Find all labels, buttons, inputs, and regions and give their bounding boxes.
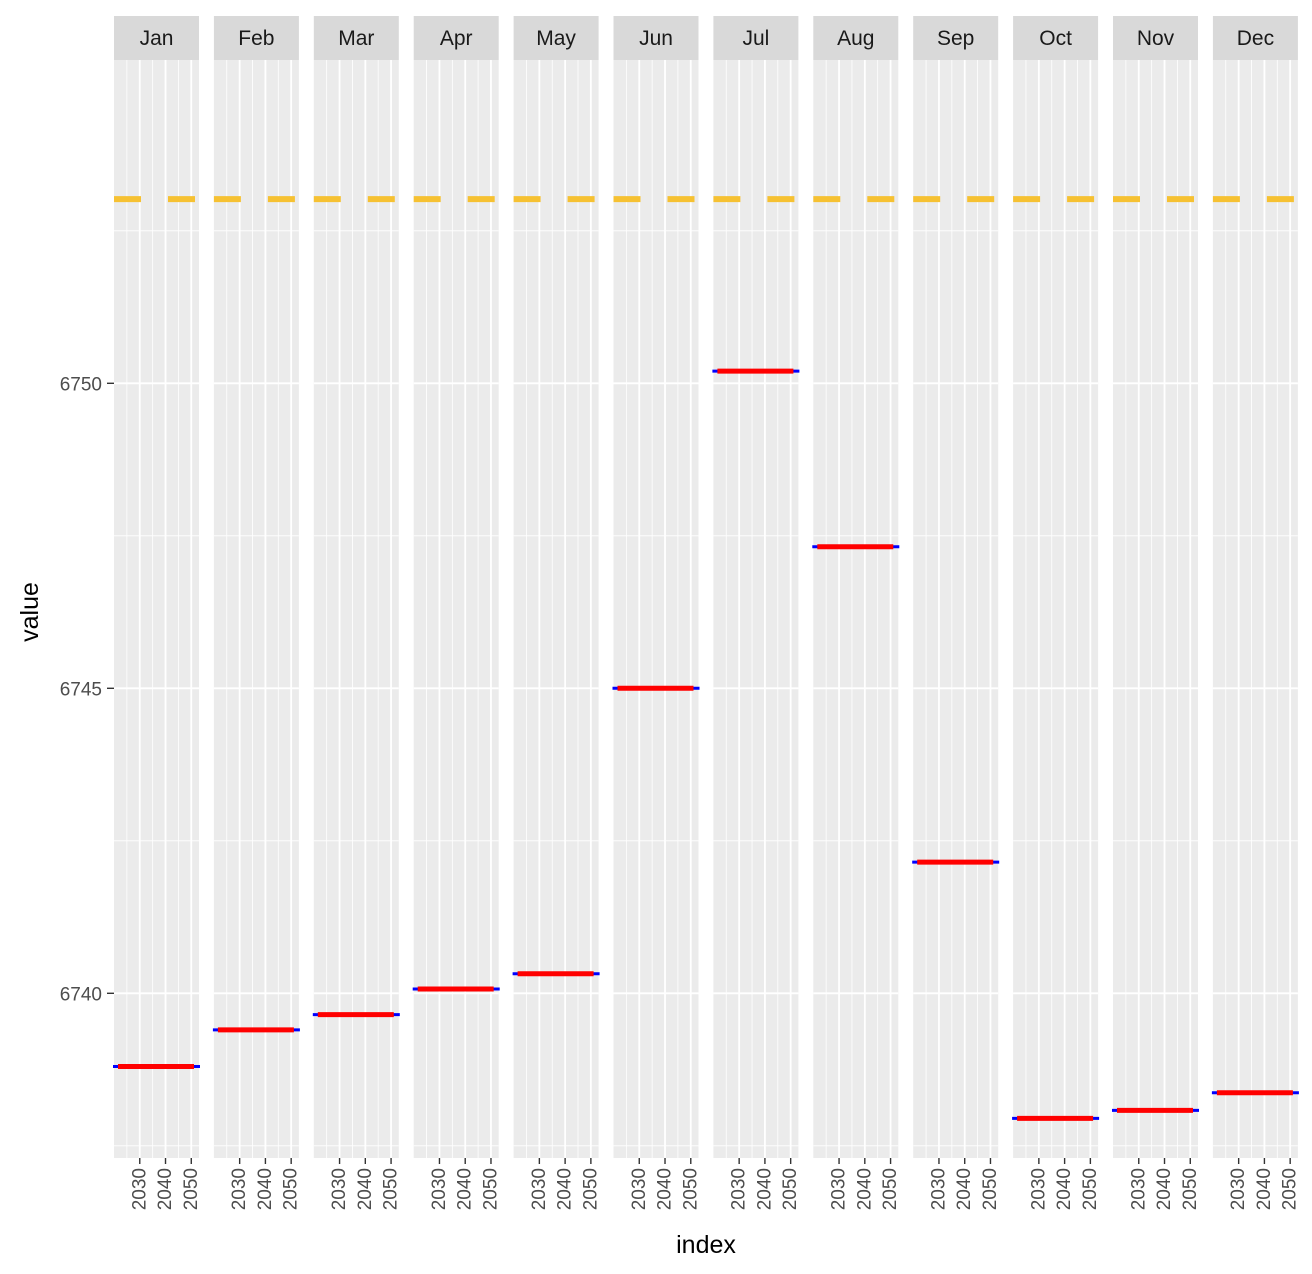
panel-background <box>713 60 799 1158</box>
facet-strip <box>413 16 499 60</box>
facet-panel-may: May 2030 2040 2050 <box>512 16 601 1210</box>
x-tick-label: 2030 <box>429 1168 450 1210</box>
panel-background <box>1212 60 1298 1158</box>
facet-panel-mar: Mar 2030 2040 2050 <box>312 16 402 1210</box>
x-tick-label: 2030 <box>928 1168 949 1210</box>
x-tick-label: 2040 <box>1054 1168 1075 1210</box>
x-tick-label: 2050 <box>281 1168 302 1210</box>
x-tick-label: 2040 <box>655 1168 676 1210</box>
facet-strip <box>114 16 199 60</box>
x-tick-label: 2040 <box>555 1168 576 1210</box>
facet-strip <box>713 16 799 60</box>
facet-strip-label: Mar <box>338 27 374 50</box>
facet-strip-label: Feb <box>238 27 274 50</box>
facet-strip-label: Dec <box>1237 27 1274 50</box>
facet-panel-nov: Nov 2030 2040 2050 <box>1112 16 1201 1210</box>
x-tick-label: 2040 <box>455 1168 476 1210</box>
facet-strip <box>913 16 999 60</box>
panel-background <box>813 60 899 1158</box>
y-axis: 6740 6745 6750 <box>60 374 114 1005</box>
panel-background <box>114 60 199 1158</box>
facet-strip <box>313 16 399 60</box>
x-tick-label: 2050 <box>381 1168 402 1210</box>
x-axis-title: index <box>676 1231 736 1259</box>
facet-panel-jul: Jul 2030 2040 2050 <box>712 16 801 1210</box>
x-tick-label: 2050 <box>780 1168 801 1210</box>
x-tick-label: 2040 <box>1154 1168 1175 1210</box>
x-tick-label: 2030 <box>1228 1168 1249 1210</box>
facet-strip <box>813 16 899 60</box>
x-tick-label: 2030 <box>129 1168 150 1210</box>
x-tick-label: 2030 <box>1128 1168 1149 1210</box>
x-tick-label: 2050 <box>1280 1168 1301 1210</box>
y-tick-label: 6750 <box>60 374 102 395</box>
facet-strip <box>1113 16 1198 60</box>
x-tick-label: 2040 <box>255 1168 276 1210</box>
x-tick-label: 2050 <box>880 1168 901 1210</box>
facet-panel-feb: Feb 2030 2040 2050 <box>212 16 302 1210</box>
facet-strip-label: Oct <box>1039 27 1072 50</box>
x-tick-label: 2040 <box>355 1168 376 1210</box>
facet-panel-apr: Apr 2030 2040 2050 <box>412 16 501 1210</box>
facet-strip-label: Jun <box>639 27 673 50</box>
facet-strip <box>213 16 299 60</box>
facet-panel-jan: Jan 2030 2040 2050 <box>113 16 202 1210</box>
facet-strip-label: Jan <box>140 27 174 50</box>
facet-strip-label: Nov <box>1137 27 1175 50</box>
facet-strip <box>1212 16 1298 60</box>
panel-background <box>613 60 699 1158</box>
facet-panel-sep: Sep 2030 2040 2050 <box>912 16 1001 1210</box>
y-tick-label: 6740 <box>60 984 102 1005</box>
facet-panel-oct: Oct 2030 2040 2050 <box>1012 16 1101 1210</box>
y-axis-title: value <box>16 582 44 642</box>
x-tick-label: 2030 <box>729 1168 750 1210</box>
facet-panel-aug: Aug 2030 2040 2050 <box>812 16 901 1210</box>
panel-background <box>913 60 999 1158</box>
facet-strip-label: May <box>536 27 576 50</box>
x-tick-label: 2050 <box>480 1168 501 1210</box>
facet-strip <box>513 16 599 60</box>
facet-strip-label: Aug <box>837 27 874 50</box>
x-tick-label: 2040 <box>754 1168 775 1210</box>
panel-background <box>213 60 299 1158</box>
x-tick-label: 2030 <box>1028 1168 1049 1210</box>
x-tick-label: 2050 <box>680 1168 701 1210</box>
x-tick-label: 2050 <box>1180 1168 1201 1210</box>
facet-strip-label: Sep <box>937 27 974 50</box>
x-tick-label: 2050 <box>980 1168 1001 1210</box>
x-tick-label: 2050 <box>580 1168 601 1210</box>
x-tick-label: 2040 <box>954 1168 975 1210</box>
panel-background <box>1013 60 1099 1158</box>
facet-strip <box>1013 16 1099 60</box>
x-tick-label: 2040 <box>854 1168 875 1210</box>
x-tick-label: 2030 <box>529 1168 550 1210</box>
x-tick-label: 2030 <box>829 1168 850 1210</box>
x-tick-label: 2040 <box>155 1168 176 1210</box>
facet-panel-jun: Jun 2030 2040 2050 <box>612 16 701 1210</box>
facet-panel-dec: Dec 2030 2040 2050 <box>1211 16 1301 1210</box>
x-tick-label: 2050 <box>1080 1168 1101 1210</box>
x-tick-label: 2030 <box>329 1168 350 1210</box>
x-tick-label: 2040 <box>1254 1168 1275 1210</box>
x-tick-label: 2030 <box>229 1168 250 1210</box>
facet-strip-label: Jul <box>742 27 769 50</box>
panel-background <box>413 60 499 1158</box>
facet-strip <box>613 16 699 60</box>
facet-strip-label: Apr <box>440 27 473 50</box>
panel-background <box>1113 60 1198 1158</box>
y-tick-label: 6745 <box>60 679 102 700</box>
x-tick-label: 2050 <box>181 1168 202 1210</box>
x-tick-label: 2030 <box>629 1168 650 1210</box>
panel-background <box>313 60 399 1158</box>
